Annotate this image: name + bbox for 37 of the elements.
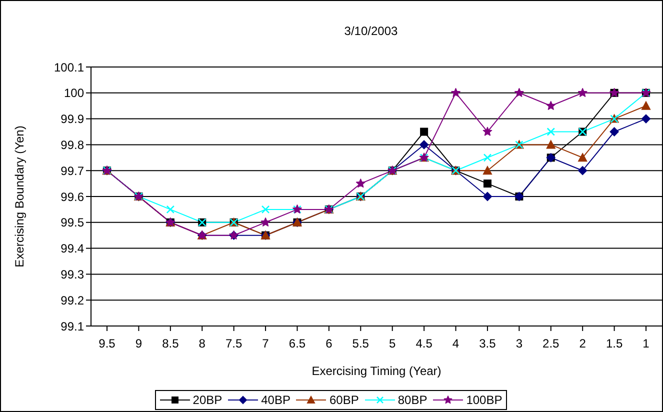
x-tick-label: 7 bbox=[262, 336, 270, 351]
x-tick-label: 9.5 bbox=[98, 336, 116, 351]
x-tick-label: 8.5 bbox=[162, 336, 180, 351]
x-tick-label: 7.5 bbox=[225, 336, 242, 351]
legend-label: 60BP bbox=[329, 393, 359, 407]
y-tick-label: 99.4 bbox=[60, 242, 84, 256]
legend-label: 100BP bbox=[466, 393, 502, 407]
legend-label: 20BP bbox=[192, 393, 222, 407]
x-tick-label: 1.5 bbox=[606, 336, 623, 351]
y-tick-label: 99.9 bbox=[60, 112, 84, 126]
y-tick-label: 99.2 bbox=[60, 293, 84, 308]
y-tick-label: 99.1 bbox=[60, 319, 84, 334]
x-tick-label: 6 bbox=[326, 336, 333, 351]
y-tick-label: 99.3 bbox=[60, 267, 84, 282]
x-tick-label: 1 bbox=[642, 336, 650, 351]
y-tick-label: 100 bbox=[64, 86, 84, 100]
y-tick-label: 99.7 bbox=[60, 164, 84, 178]
x-tick-label: 5.5 bbox=[352, 336, 370, 351]
x-tick-label: 3.5 bbox=[479, 336, 496, 351]
legend-label: 40BP bbox=[261, 393, 290, 407]
x-tick-label: 2.5 bbox=[542, 336, 560, 351]
x-tick-label: 4 bbox=[452, 336, 460, 351]
x-tick-label: 6.5 bbox=[288, 336, 306, 351]
y-tick-label: 99.5 bbox=[60, 216, 84, 230]
chart-title: 3/10/2003 bbox=[343, 24, 399, 38]
x-tick-label: 4.5 bbox=[416, 336, 433, 351]
x-tick-label: 8 bbox=[198, 336, 206, 351]
x-tick-label: 5 bbox=[389, 336, 396, 351]
y-tick-label: 99.6 bbox=[60, 190, 84, 204]
x-tick-label: 3 bbox=[516, 336, 523, 351]
x-tick-label: 9 bbox=[135, 336, 142, 351]
legend-label: 80BP bbox=[398, 393, 428, 407]
x-axis-title: Exercising Timing (Year) bbox=[312, 364, 442, 378]
y-tick-label: 100.1 bbox=[54, 60, 84, 74]
x-tick-label: 2 bbox=[579, 336, 586, 351]
y-axis-title: Exercising Boundary (Yen) bbox=[12, 126, 26, 268]
y-tick-label: 99.8 bbox=[60, 138, 84, 152]
